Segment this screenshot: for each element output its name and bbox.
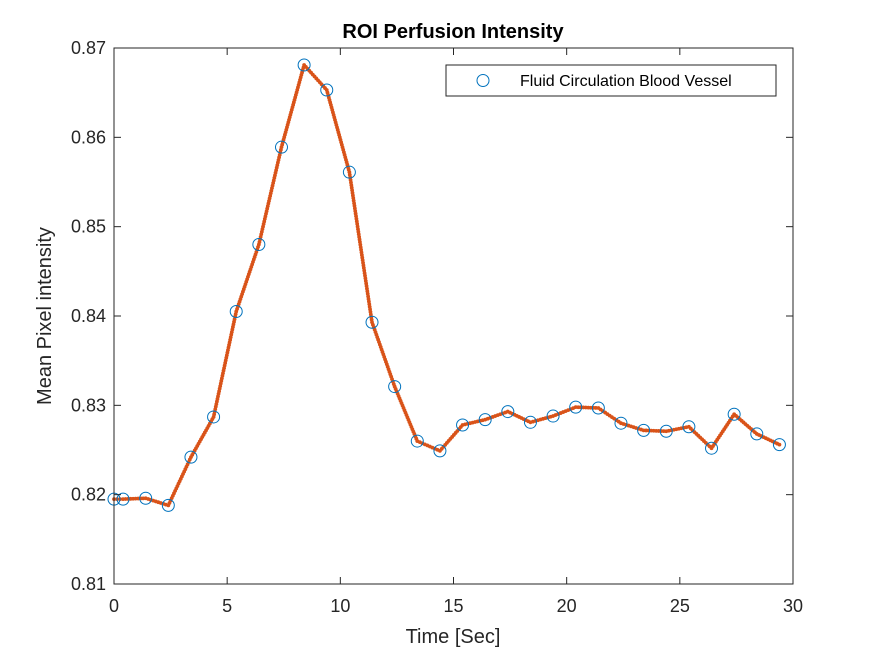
y-tick-label: 0.81	[71, 574, 106, 594]
data-point-marker	[501, 405, 515, 419]
data-point-marker	[161, 498, 175, 512]
data-point-marker	[229, 305, 243, 319]
legend-marker-circle	[476, 74, 490, 87]
data-point-marker	[297, 58, 311, 72]
data-point-marker	[569, 400, 583, 414]
data-point-marker	[682, 420, 696, 434]
data-point-marker	[410, 434, 424, 448]
x-tick-label: 20	[557, 596, 577, 616]
data-point-marker	[478, 413, 492, 427]
y-tick-label: 0.84	[71, 306, 106, 326]
data-point-marker	[116, 492, 130, 506]
data-point-marker	[591, 401, 605, 415]
data-point-marker	[546, 409, 560, 423]
y-tick-label: 0.87	[71, 38, 106, 58]
x-tick-label: 30	[783, 596, 803, 616]
data-point-marker	[614, 416, 628, 430]
data-point-marker	[342, 165, 356, 179]
data-point-marker	[207, 410, 221, 424]
data-point-marker	[750, 427, 764, 441]
data-point-marker	[456, 418, 470, 432]
x-axis-label: Time [Sec]	[406, 626, 501, 648]
data-point-marker	[365, 315, 379, 329]
legend-entry-label: Fluid Circulation Blood Vessel	[520, 73, 732, 90]
legend: Fluid Circulation Blood Vessel	[445, 64, 777, 97]
chart-title: ROI Perfusion Intensity	[342, 21, 564, 43]
data-point-marker	[274, 140, 288, 154]
data-point-marker	[388, 380, 402, 394]
data-point-marker	[705, 441, 719, 455]
data-point-marker	[523, 415, 537, 429]
y-tick-label: 0.83	[71, 395, 106, 415]
data-point-marker	[252, 238, 266, 252]
data-point-marker	[772, 438, 786, 452]
legend-box	[445, 64, 777, 97]
data-point-marker	[637, 423, 651, 437]
data-point-marker	[184, 450, 198, 464]
x-tick-label: 25	[670, 596, 690, 616]
y-tick-label: 0.85	[71, 217, 106, 237]
x-tick-label: 5	[222, 596, 232, 616]
plot-area	[114, 48, 793, 584]
y-axis-label: Mean Pixel intensity	[34, 227, 56, 405]
data-point-marker	[433, 444, 447, 458]
data-point-marker	[320, 83, 334, 97]
x-tick-label: 0	[109, 596, 119, 616]
ticks-layer: 0 5 10 15 20 25 30 0.81 0.82 0.83 0.84 0.85 0.86 0.87	[71, 38, 803, 616]
data-layer	[107, 58, 786, 512]
x-tick-label: 15	[443, 596, 463, 616]
data-point-marker	[139, 491, 153, 505]
interp-dot	[777, 442, 782, 447]
y-tick-label: 0.82	[71, 485, 106, 505]
data-point-marker	[727, 407, 741, 421]
data-point-marker	[659, 424, 673, 438]
x-tick-label: 10	[330, 596, 350, 616]
y-tick-label: 0.86	[71, 127, 106, 147]
